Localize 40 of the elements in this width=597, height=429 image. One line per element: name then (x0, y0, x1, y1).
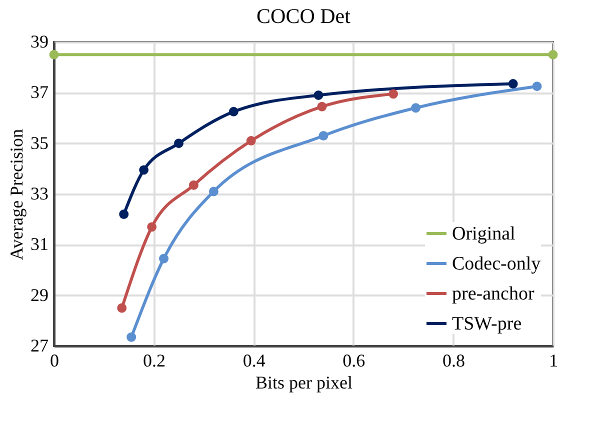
x-tick-label: 0.2 (143, 350, 166, 370)
point (246, 136, 256, 146)
point (508, 79, 518, 89)
y-tick-label: 35 (30, 132, 48, 153)
legend-label: pre-anchor (452, 284, 535, 304)
y-tick-label: 27 (30, 336, 48, 356)
point (188, 180, 198, 190)
point (388, 89, 398, 99)
point (119, 210, 129, 219)
point (318, 131, 328, 140)
x-tick-label: 0.8 (442, 350, 465, 370)
point (317, 102, 327, 112)
legend-label: Original (452, 224, 516, 244)
point (411, 103, 421, 113)
point (174, 138, 184, 148)
point (208, 186, 218, 196)
legend-label: TSW-pre (452, 314, 522, 334)
point (139, 165, 149, 175)
point (49, 50, 59, 60)
y-tick-label: 29 (30, 284, 48, 305)
point (117, 303, 127, 313)
point (314, 90, 324, 100)
point (548, 50, 558, 60)
y-tick-label: 39 (30, 32, 48, 52)
legend-label: Codec-only (452, 254, 542, 274)
y-tick-label: 33 (30, 184, 48, 204)
point (159, 254, 169, 264)
point (126, 332, 136, 342)
y-tick-label: 31 (30, 234, 48, 254)
chart-title: COCO Det (256, 4, 351, 28)
x-tick-label: 0 (50, 350, 59, 370)
y-axis-title: Average Precision (6, 128, 26, 260)
x-tick-label: 0.6 (342, 350, 366, 370)
x-tick-label: 1 (549, 350, 558, 370)
y-tick-label: 37 (30, 82, 48, 102)
point (147, 222, 157, 232)
point (532, 82, 542, 92)
point (228, 106, 238, 116)
x-axis-title: Bits per pixel (256, 372, 352, 392)
x-tick-label: 0.4 (242, 350, 266, 370)
